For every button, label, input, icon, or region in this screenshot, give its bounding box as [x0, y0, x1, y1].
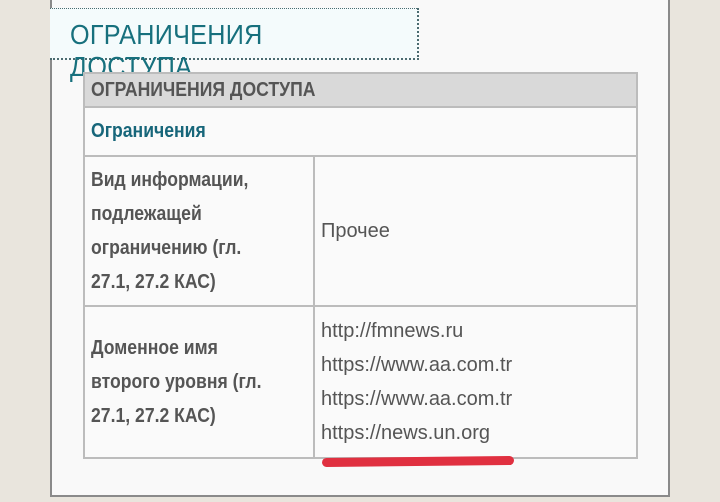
row-label: Доменное имя второго уровня (гл. 27.1, 2…: [83, 305, 315, 459]
row-value: Прочее: [313, 155, 638, 307]
domain-list: http://fmnews.ru https://www.aa.com.tr h…: [313, 305, 638, 459]
domain-link[interactable]: http://fmnews.ru: [321, 320, 464, 342]
table-row: Вид информации, подлежащей ограничению (…: [83, 155, 638, 307]
tab-access-restrictions[interactable]: ОГРАНИЧЕНИЯ ДОСТУПА: [50, 8, 419, 82]
restrictions-table: ОГРАНИЧЕНИЯ ДОСТУПА Ограничения Вид инфо…: [83, 72, 638, 459]
table-header: ОГРАНИЧЕНИЯ ДОСТУПА: [83, 72, 638, 108]
row-label: Вид информации, подлежащей ограничению (…: [83, 155, 315, 307]
table-row: Доменное имя второго уровня (гл. 27.1, 2…: [83, 305, 638, 459]
section-title: Ограничения: [83, 106, 638, 157]
domain-link[interactable]: https://www.aa.com.tr: [321, 354, 513, 376]
domain-link[interactable]: https://www.aa.com.tr: [321, 388, 513, 410]
domain-link[interactable]: https://news.un.org: [321, 422, 490, 444]
